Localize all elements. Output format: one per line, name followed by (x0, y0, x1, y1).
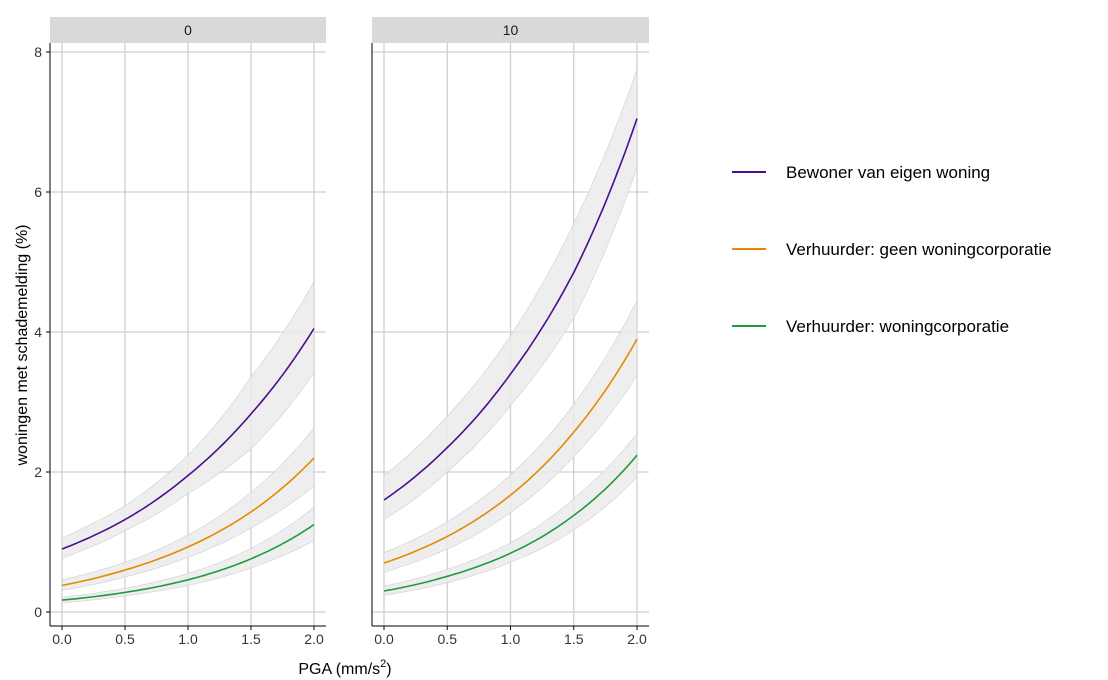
confidence-band (61, 427, 315, 591)
y-tick-label: 6 (34, 184, 42, 200)
legend-item: Bewoner van eigen woning (732, 163, 990, 182)
y-tick-label: 4 (34, 324, 42, 340)
facet-strip (50, 17, 326, 43)
y-tick-label: 2 (34, 464, 42, 480)
panels-group: 0 0.0 0.5 1.0 1.5 2.0 10 0.0 0.5 1.0 1.5 2.0 (49, 17, 649, 647)
gridlines (372, 43, 649, 626)
x-axis-title: PGA (mm/s2) (298, 658, 391, 678)
legend-label: Bewoner van eigen woning (786, 163, 990, 182)
x-tick-label: 2.0 (627, 631, 647, 647)
legend: Bewoner van eigen woning Verhuurder: geen… (732, 163, 1052, 336)
series-3 (61, 506, 315, 604)
x-tick-label: 1.5 (564, 631, 584, 647)
series-line (61, 523, 315, 601)
legend-label: Verhuurder: geen woningcorporatie (786, 240, 1052, 259)
series-2 (383, 300, 638, 573)
x-tick-label: 1.5 (241, 631, 261, 647)
series-line (383, 118, 638, 501)
x-tick-label: 1.0 (501, 631, 521, 647)
series-line (61, 328, 315, 550)
y-axis: 0 2 4 6 8 (34, 44, 50, 620)
series-line (383, 454, 638, 592)
series-line (61, 457, 315, 587)
x-tick-label: 0.0 (52, 631, 72, 647)
legend-item: Verhuurder: geen woningcorporatie (732, 240, 1052, 259)
x-tick-label: 0.5 (438, 631, 458, 647)
panel-1: 0 0.0 0.5 1.0 1.5 2.0 (49, 17, 326, 647)
confidence-band (383, 300, 638, 573)
series-1 (383, 69, 638, 521)
y-axis-title: woningen met schademelding (%) (14, 224, 31, 466)
facet-strip-label: 0 (184, 22, 192, 38)
confidence-band (383, 432, 638, 596)
facet-strip-label: 10 (503, 22, 519, 38)
series-2 (61, 427, 315, 591)
series-3 (383, 432, 638, 596)
confidence-band (61, 506, 315, 604)
series-line (383, 338, 638, 564)
facet-strip (372, 17, 649, 43)
confidence-band (61, 280, 315, 559)
x-tick-label: 0.5 (115, 631, 135, 647)
y-tick-label: 0 (34, 604, 42, 620)
x-tick-label: 1.0 (178, 631, 198, 647)
confidence-band (383, 69, 638, 521)
x-tick-label: 2.0 (304, 631, 324, 647)
x-tick-label: 0.0 (374, 631, 394, 647)
y-tick-label: 8 (34, 44, 42, 60)
panel-2: 10 0.0 0.5 1.0 1.5 2.0 (371, 17, 649, 647)
legend-label: Verhuurder: woningcorporatie (786, 317, 1009, 336)
legend-item: Verhuurder: woningcorporatie (732, 317, 1009, 336)
series-1 (61, 280, 315, 559)
